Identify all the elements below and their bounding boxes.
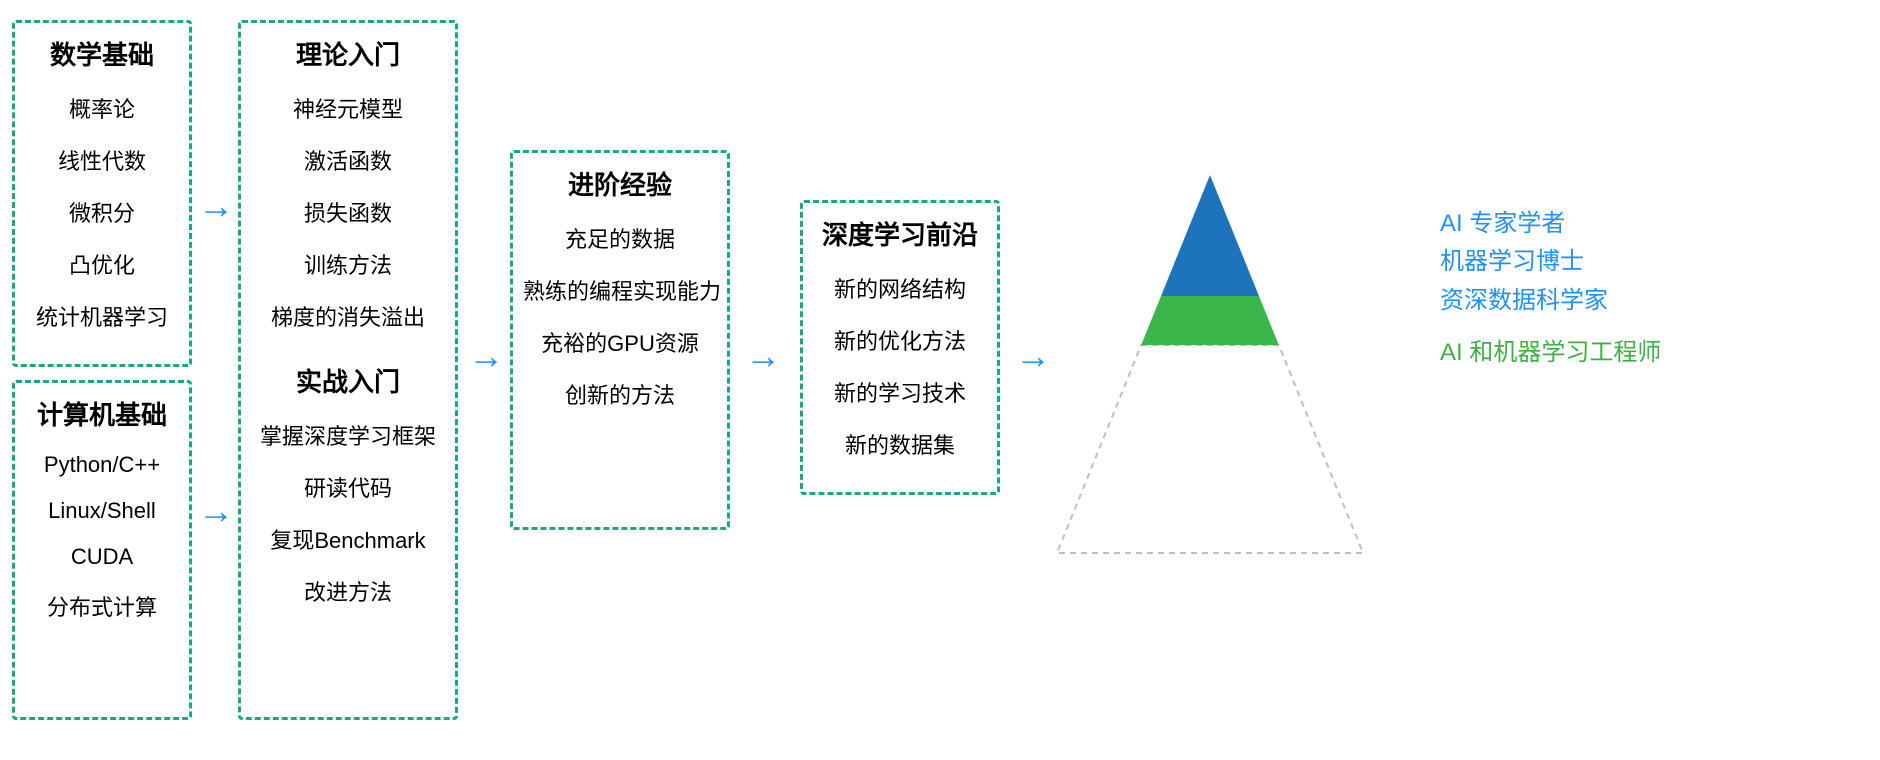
stage-item: 概率论 — [25, 92, 179, 124]
stage-item: 微积分 — [25, 196, 179, 228]
stage-item: 新的数据集 — [813, 428, 987, 460]
pyramid-legend: AI 专家学者机器学习博士资深数据科学家 AI 和机器学习工程师 — [1440, 205, 1661, 373]
stage-math-basics: 数学基础概率论线性代数微积分凸优化统计机器学习 — [12, 20, 192, 367]
stage-item: 训练方法 — [251, 248, 445, 280]
stage-item: 复现Benchmark — [251, 523, 445, 555]
stage-item: 神经元模型 — [251, 92, 445, 124]
stage-cs-basics: 计算机基础 Python/C++ Linux/Shell CUDA 分布式计算 — [12, 380, 192, 720]
stage-item: 新的学习技术 — [813, 376, 987, 408]
stage-item: 新的网络结构 — [813, 272, 987, 304]
section-title: 理论入门 — [251, 35, 445, 72]
legend-line: 机器学习博士 — [1440, 243, 1661, 281]
arrow-right-icon: → — [745, 335, 781, 377]
stage-item: 凸优化 — [25, 248, 179, 280]
pyramid-diagram — [1055, 175, 1365, 555]
arrow-right-icon: → — [468, 335, 504, 377]
stage-item: 研读代码 — [251, 471, 445, 503]
stage-item: 分布式计算 — [25, 590, 179, 622]
section-title: 计算机基础 — [25, 395, 179, 432]
stage-frontier: 深度学习前沿新的网络结构新的优化方法新的学习技术新的数据集 — [800, 200, 1000, 495]
stage-item: 统计机器学习 — [25, 300, 179, 332]
section-title: 进阶经验 — [523, 165, 717, 202]
arrow-right-icon: → — [198, 185, 234, 227]
stage-item: 熟练的编程实现能力 — [523, 274, 717, 306]
arrow-right-icon: → — [1015, 335, 1051, 377]
legend-line: AI 和机器学习工程师 — [1440, 334, 1661, 372]
stage-item: 掌握深度学习框架 — [251, 419, 445, 451]
stage-advanced: 进阶经验充足的数据熟练的编程实现能力充裕的GPU资源创新的方法 — [510, 150, 730, 530]
section-title: 深度学习前沿 — [813, 215, 987, 252]
stage-item: 激活函数 — [251, 144, 445, 176]
stage-theory-practice: 理论入门神经元模型激活函数损失函数训练方法梯度的消失溢出实战入门掌握深度学习框架… — [238, 20, 458, 720]
legend-line: 资深数据科学家 — [1440, 282, 1661, 320]
section-title: 实战入门 — [251, 362, 445, 399]
arrow-right-icon: → — [198, 490, 234, 532]
stage-item: CUDA — [25, 544, 179, 570]
stage-item: 梯度的消失溢出 — [251, 300, 445, 332]
stage-item: 充裕的GPU资源 — [523, 326, 717, 358]
stage-item: Python/C++ — [25, 452, 179, 478]
stage-item: Linux/Shell — [25, 498, 179, 524]
stage-item: 损失函数 — [251, 196, 445, 228]
legend-top-group: AI 专家学者机器学习博士资深数据科学家 — [1440, 205, 1661, 320]
stage-item: 新的优化方法 — [813, 324, 987, 356]
section-title: 数学基础 — [25, 35, 179, 72]
legend-line: AI 专家学者 — [1440, 205, 1661, 243]
stage-item: 线性代数 — [25, 144, 179, 176]
legend-bottom-group: AI 和机器学习工程师 — [1440, 334, 1661, 372]
stage-item: 创新的方法 — [523, 378, 717, 410]
stage-item: 充足的数据 — [523, 222, 717, 254]
stage-item: 改进方法 — [251, 575, 445, 607]
